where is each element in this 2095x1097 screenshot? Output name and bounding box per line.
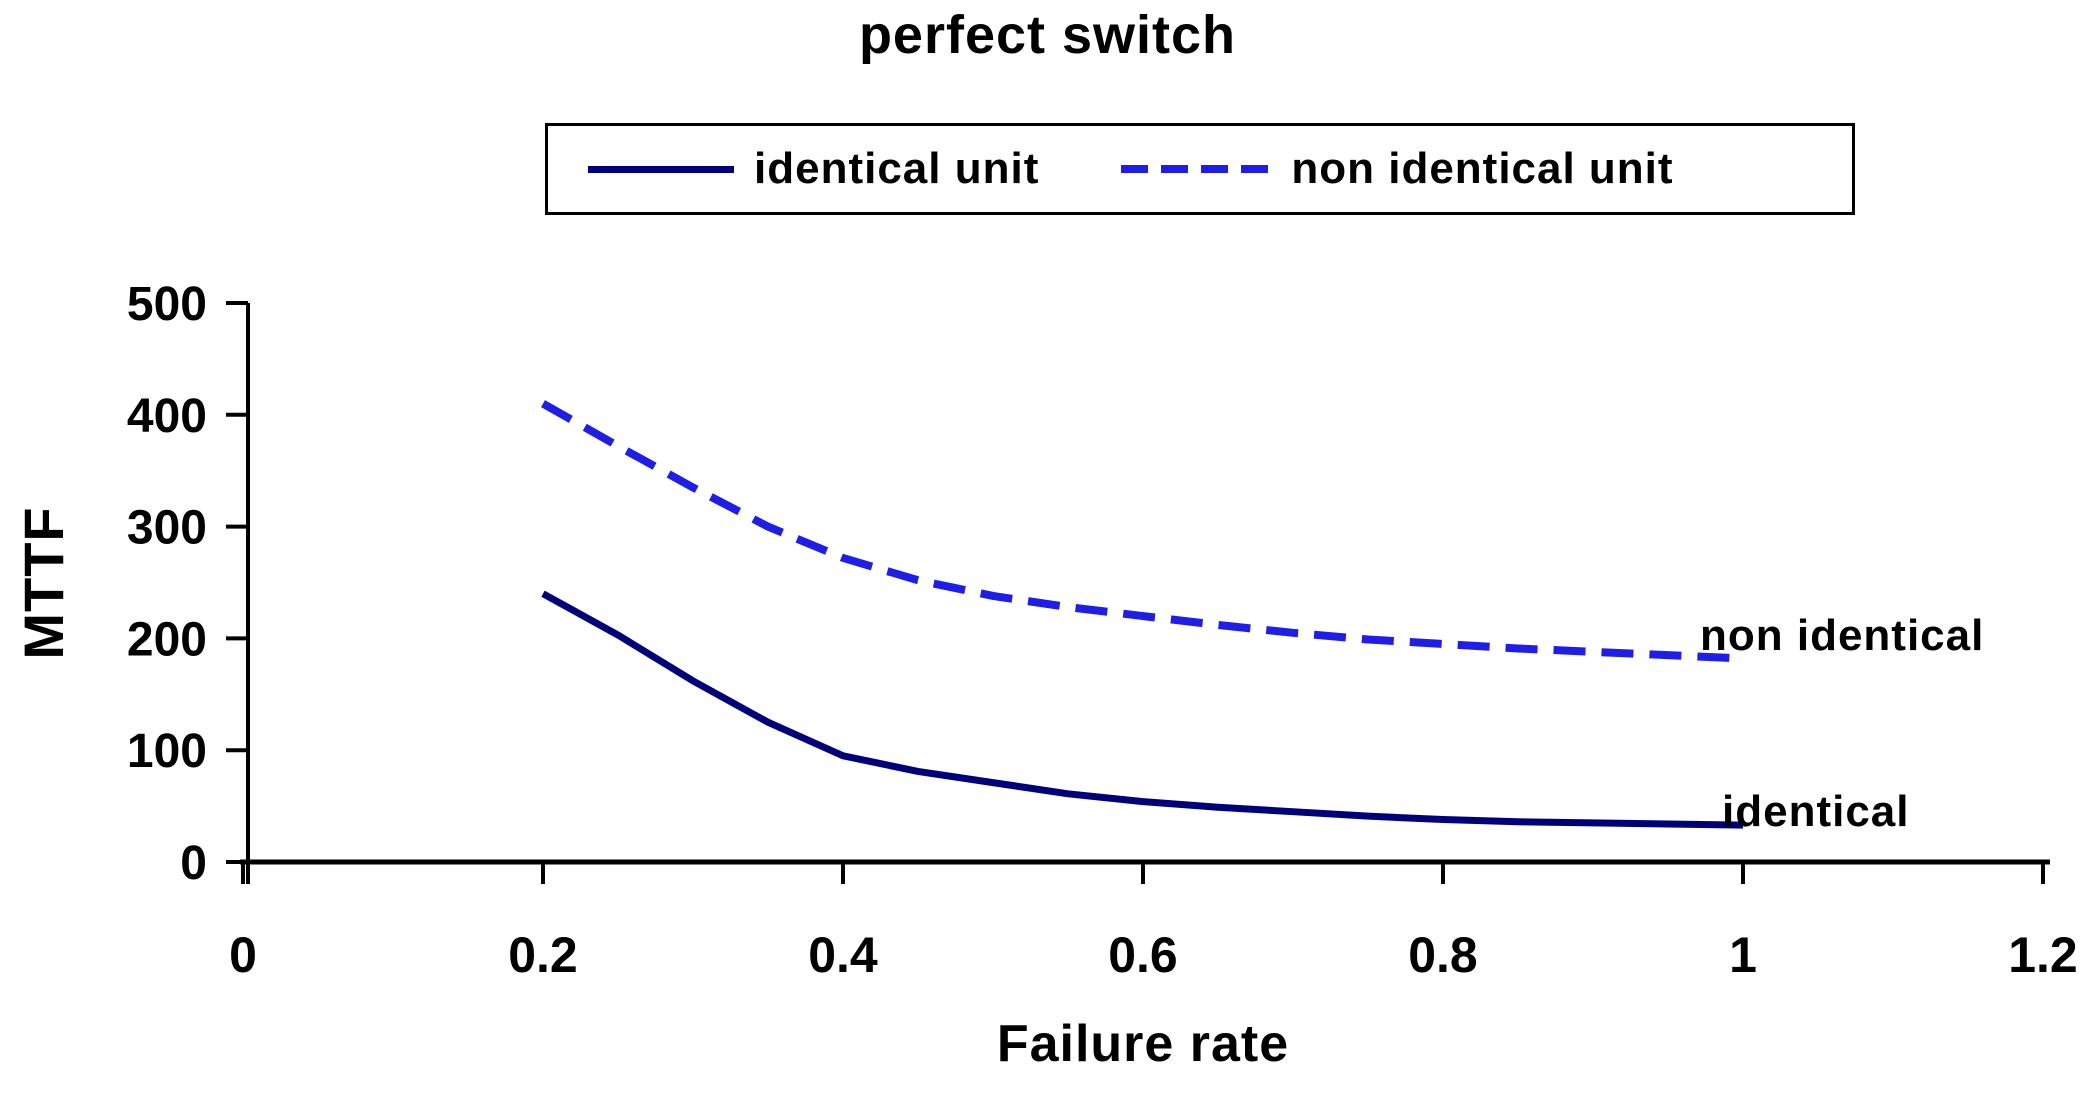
y-tick-label: 0 bbox=[180, 837, 207, 890]
legend-item-identical: identical unit bbox=[548, 144, 1039, 194]
legend: identical unit non identical unit bbox=[545, 123, 1855, 215]
series-line-non-identical bbox=[541, 400, 1744, 663]
annotation-non-identical: non identical bbox=[1700, 611, 1985, 660]
solid-line-swatch-icon bbox=[588, 165, 734, 173]
x-tick-label: 1.2 bbox=[2008, 927, 2078, 983]
x-tick-label: 0.4 bbox=[808, 927, 878, 983]
legend-label-non-identical: non identical unit bbox=[1291, 144, 1674, 193]
y-tick-label: 200 bbox=[127, 613, 207, 666]
legend-item-non-identical: non identical unit bbox=[1039, 144, 1673, 194]
x-tick-label: 0.8 bbox=[1408, 927, 1478, 983]
annotation-identical: identical bbox=[1722, 787, 1910, 836]
x-tick-label: 1 bbox=[1729, 927, 1757, 983]
y-tick-label: 100 bbox=[127, 725, 207, 778]
y-tick-label: 500 bbox=[127, 278, 207, 331]
y-tick-label: 400 bbox=[127, 390, 207, 443]
y-tick-label: 300 bbox=[127, 502, 207, 555]
y-axis-title: MTTF bbox=[12, 506, 75, 660]
chart-title: perfect switch bbox=[858, 5, 1237, 65]
series-line-identical bbox=[541, 590, 1744, 829]
dashed-line-swatch-icon bbox=[1121, 165, 1272, 173]
legend-label-identical: identical unit bbox=[754, 144, 1040, 193]
x-axis-title: Failure rate bbox=[996, 1015, 1290, 1073]
x-tick-label: 0.6 bbox=[1108, 927, 1178, 983]
x-tick-label: 0 bbox=[229, 927, 257, 983]
x-tick-label: 0.2 bbox=[508, 927, 578, 983]
